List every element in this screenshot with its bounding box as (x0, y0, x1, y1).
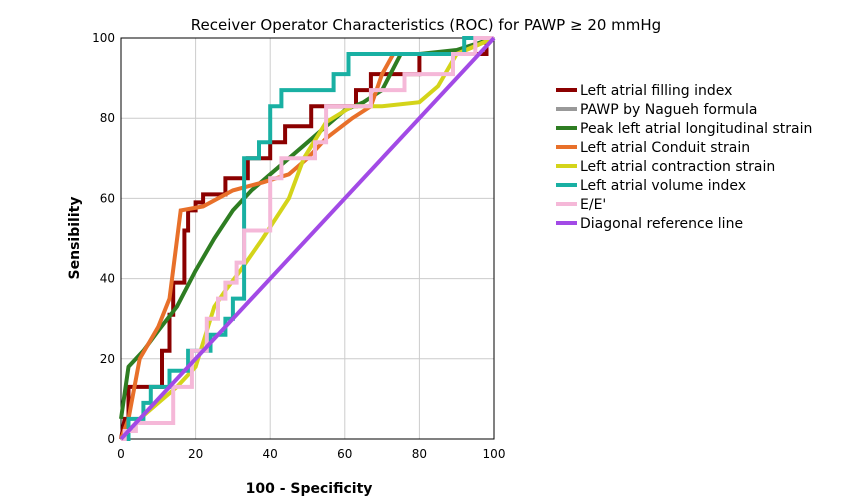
tick-labels: 0 20 40 60 80 100 0 20 40 60 80 100 (92, 31, 505, 461)
y-tick-label: 60 (100, 191, 115, 205)
series-layer (119, 36, 496, 441)
series-line-left-atrial-volume-index (121, 36, 494, 441)
legend-entry-label: Left atrial Conduit strain (580, 140, 750, 156)
x-tick-label: 100 (483, 447, 506, 461)
legend-entry-label: Diagonal reference line (580, 216, 743, 232)
x-tick-label: 20 (188, 447, 203, 461)
legend-entry-label: Peak left atrial longitudinal strain (580, 121, 812, 137)
series-line-diagonal-reference-line (119, 36, 496, 441)
legend-entry-label: PAWP by Nagueh formula (580, 102, 757, 118)
series-line-e-e (121, 36, 494, 441)
plot-frame (120, 37, 495, 440)
chart-title: Receiver Operator Characteristics (ROC) … (191, 16, 661, 34)
legend-entry-label: Left atrial contraction strain (580, 159, 775, 175)
y-tick-label: 20 (100, 352, 115, 366)
x-tick-label: 60 (337, 447, 352, 461)
legend-entry-label: Left atrial filling index (580, 83, 732, 99)
y-tick-label: 80 (100, 111, 115, 125)
y-tick-label: 100 (92, 31, 115, 45)
y-tick-label: 40 (100, 272, 115, 286)
legend: Left atrial filling index PAWP by Nagueh … (556, 83, 812, 232)
y-axis-label: Sensibility (67, 197, 83, 280)
x-tick-label: 0 (117, 447, 125, 461)
legend-entry-label: E/E' (580, 197, 606, 213)
x-axis-label: 100 - Specificity (246, 481, 373, 497)
x-tick-label: 40 (263, 447, 278, 461)
x-tick-label: 80 (412, 447, 427, 461)
y-tick-label: 0 (107, 432, 115, 446)
legend-entry-label: Left atrial volume index (580, 178, 746, 194)
